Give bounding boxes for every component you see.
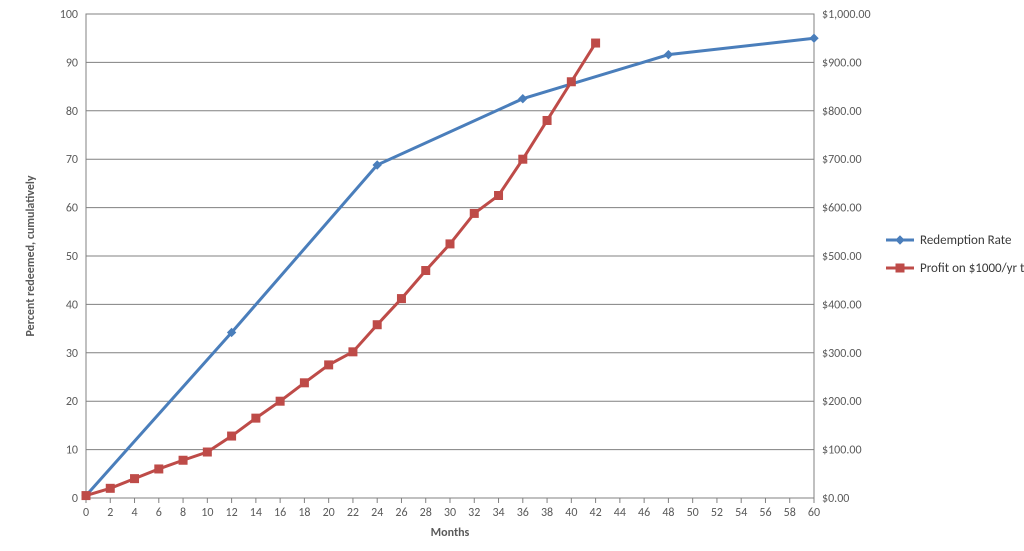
x-tick: 56: [759, 506, 771, 520]
x-tick: 34: [492, 506, 504, 520]
y-left-tick: 90: [66, 56, 78, 70]
y-left-tick: 10: [66, 444, 78, 458]
y-right-tick: $100.00: [822, 444, 862, 458]
y-left-tick: 70: [66, 153, 78, 167]
x-tick: 36: [517, 506, 529, 520]
x-tick: 28: [420, 506, 432, 520]
x-tick: 0: [83, 506, 89, 520]
x-tick: 4: [131, 506, 137, 520]
y-right-tick: $800.00: [822, 105, 862, 119]
y-right-tick: $600.00: [822, 202, 862, 216]
marker-square: [592, 39, 600, 47]
x-tick: 10: [201, 506, 213, 520]
marker-square: [519, 155, 527, 163]
y-right-tick: $0.00: [822, 492, 849, 506]
x-axis-title: Months: [431, 526, 470, 540]
x-tick: 20: [323, 506, 335, 520]
marker-square: [155, 465, 163, 473]
y-right-tick: $400.00: [822, 298, 862, 312]
marker-square: [422, 267, 430, 275]
marker-square: [543, 116, 551, 124]
y-left-tick: 50: [66, 250, 78, 264]
x-tick: 58: [784, 506, 796, 520]
y-left-axis-title: Percent redeemed, cumulatively: [24, 175, 38, 336]
x-tick: 40: [565, 506, 577, 520]
x-tick: 38: [541, 506, 553, 520]
y-left-tick: 60: [66, 202, 78, 216]
legend-label: Profit on $1000/yr tax: [920, 261, 1024, 276]
x-tick: 32: [468, 506, 480, 520]
marker-square: [106, 484, 114, 492]
marker-square: [446, 240, 454, 248]
dual-axis-line-chart: 0102030405060708090100$0.00$100.00$200.0…: [0, 0, 1024, 551]
marker-square: [567, 78, 575, 86]
marker-square: [82, 492, 90, 500]
y-left-tick: 30: [66, 347, 78, 361]
y-right-tick: $900.00: [822, 56, 862, 70]
marker-square: [203, 448, 211, 456]
marker-square: [397, 295, 405, 303]
marker-square: [495, 192, 503, 200]
y-left-tick: 80: [66, 105, 78, 119]
marker-square: [276, 397, 284, 405]
marker-square: [470, 209, 478, 217]
y-right-tick: $700.00: [822, 153, 862, 167]
x-tick: 16: [274, 506, 286, 520]
y-left-tick: 20: [66, 395, 78, 409]
x-tick: 50: [687, 506, 699, 520]
y-left-tick: 40: [66, 298, 78, 312]
x-tick: 12: [226, 506, 238, 520]
y-right-tick: $200.00: [822, 395, 862, 409]
legend-label: Redemption Rate: [920, 233, 1011, 248]
y-right-tick: $300.00: [822, 347, 862, 361]
x-tick: 6: [156, 506, 162, 520]
y-right-tick: $500.00: [822, 250, 862, 264]
x-tick: 22: [347, 506, 359, 520]
x-tick: 8: [180, 506, 186, 520]
marker-square: [228, 432, 236, 440]
x-tick: 24: [371, 506, 383, 520]
x-tick: 42: [590, 506, 602, 520]
x-tick: 26: [395, 506, 407, 520]
marker-square: [179, 456, 187, 464]
x-tick: 30: [444, 506, 456, 520]
x-tick: 2: [107, 506, 113, 520]
y-left-tick: 0: [72, 492, 78, 506]
x-tick: 48: [662, 506, 674, 520]
x-tick: 44: [614, 506, 626, 520]
chart-svg: 0102030405060708090100$0.00$100.00$200.0…: [0, 0, 1024, 551]
y-left-tick: 100: [60, 8, 78, 22]
marker-square: [252, 414, 260, 422]
marker-square: [300, 379, 308, 387]
marker-square: [896, 264, 904, 272]
x-tick: 46: [638, 506, 650, 520]
x-tick: 54: [735, 506, 747, 520]
marker-square: [131, 475, 139, 483]
marker-square: [325, 361, 333, 369]
x-tick: 14: [250, 506, 262, 520]
y-right-tick: $1,000.00: [822, 8, 871, 22]
x-tick: 18: [298, 506, 310, 520]
x-tick: 52: [711, 506, 723, 520]
x-tick: 60: [808, 506, 820, 520]
marker-square: [373, 321, 381, 329]
marker-square: [349, 348, 357, 356]
